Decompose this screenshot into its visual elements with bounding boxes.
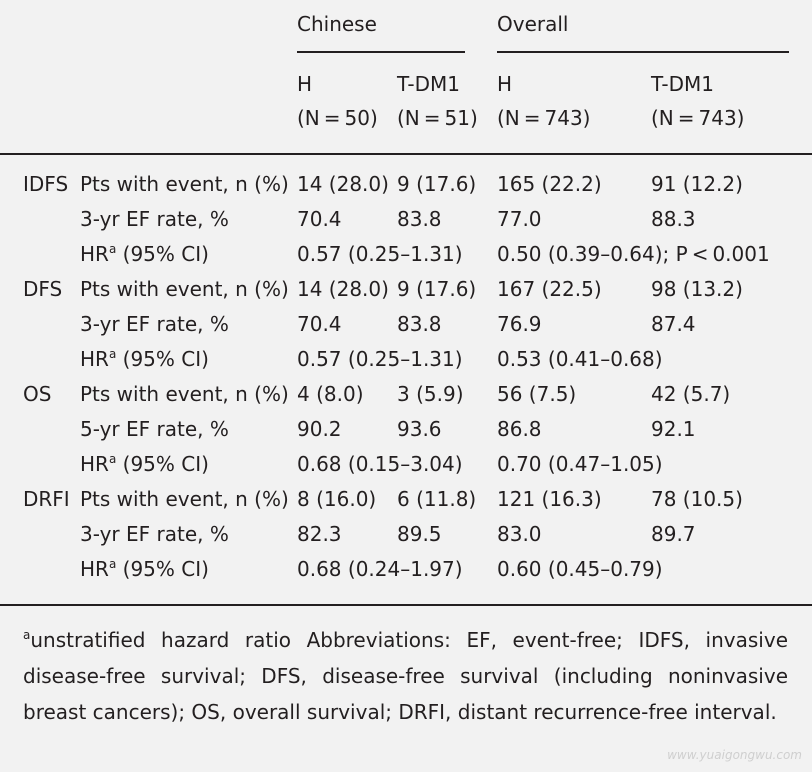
hr-ci-text: (95% CI) [116, 557, 209, 581]
col-n-1: (N = 50) [297, 106, 378, 130]
hr-superscript: a [108, 347, 117, 361]
row-label: Pts with event, n (%) [80, 382, 289, 406]
header-bottom-rule [0, 153, 812, 155]
row-label: HRa (95% CI) [80, 557, 209, 581]
table-cell: 8 (16.0) [297, 487, 377, 511]
table-cell: 78 (10.5) [651, 487, 743, 511]
table-cell: 0.50 (0.39–0.64); P < 0.001 [497, 242, 770, 266]
table-cell: 165 (22.2) [497, 172, 602, 196]
table-cell: 83.8 [397, 207, 442, 231]
table-cell: 89.5 [397, 522, 442, 546]
table-cell: 82.3 [297, 522, 342, 546]
endpoint-label: OS [23, 382, 52, 406]
row-label: 3-yr EF rate, % [80, 312, 229, 336]
table-cell: 88.3 [651, 207, 696, 231]
table-cell: 167 (22.5) [497, 277, 602, 301]
group-rule-overall [497, 51, 789, 53]
row-label: HRa (95% CI) [80, 242, 209, 266]
col-arm-4: T-DM1 [651, 72, 714, 96]
table-cell: 14 (28.0) [297, 277, 389, 301]
group-header-overall: Overall [497, 12, 569, 36]
table-cell: 0.68 (0.15–3.04) [297, 452, 463, 476]
table-cell: 83.8 [397, 312, 442, 336]
col-n-2: (N = 51) [397, 106, 478, 130]
table-cell: 6 (11.8) [397, 487, 477, 511]
table-cell: 92.1 [651, 417, 696, 441]
watermark: www.yuaigongwu.com [667, 748, 802, 762]
hr-ci-text: (95% CI) [116, 347, 209, 371]
table-cell: 70.4 [297, 312, 342, 336]
table-cell: 70.4 [297, 207, 342, 231]
table-cell: 0.53 (0.41–0.68) [497, 347, 663, 371]
table-cell: 89.7 [651, 522, 696, 546]
hr-ci-text: (95% CI) [116, 452, 209, 476]
footnote: aunstratified hazard ratio Abbreviations… [23, 622, 788, 730]
group-header-chinese: Chinese [297, 12, 377, 36]
row-label: 3-yr EF rate, % [80, 522, 229, 546]
row-label: HRa (95% CI) [80, 452, 209, 476]
table-cell: 4 (8.0) [297, 382, 364, 406]
group-rule-chinese [297, 51, 465, 53]
table-cell: 0.57 (0.25–1.31) [297, 347, 463, 371]
footnote-marker: a [23, 628, 31, 642]
hr-text: HR [80, 242, 109, 266]
endpoint-label: DRFI [23, 487, 70, 511]
table-cell: 56 (7.5) [497, 382, 577, 406]
hr-superscript: a [108, 557, 117, 571]
row-label: Pts with event, n (%) [80, 172, 289, 196]
row-label: Pts with event, n (%) [80, 277, 289, 301]
col-n-4: (N = 743) [651, 106, 745, 130]
endpoint-label: IDFS [23, 172, 69, 196]
footnote-text: unstratified hazard ratio Abbreviations:… [23, 628, 788, 724]
col-arm-1: H [297, 72, 313, 96]
table-cell: 90.2 [297, 417, 342, 441]
table-bottom-rule [0, 604, 812, 606]
hr-text: HR [80, 452, 109, 476]
table-cell: 0.60 (0.45–0.79) [497, 557, 663, 581]
table-cell: 0.57 (0.25–1.31) [297, 242, 463, 266]
row-label: HRa (95% CI) [80, 347, 209, 371]
hr-superscript: a [108, 242, 117, 256]
row-label: 5-yr EF rate, % [80, 417, 229, 441]
hr-text: HR [80, 557, 109, 581]
table-cell: 87.4 [651, 312, 696, 336]
table-cell: 98 (13.2) [651, 277, 743, 301]
table-cell: 77.0 [497, 207, 542, 231]
table-cell: 93.6 [397, 417, 442, 441]
table-cell: 3 (5.9) [397, 382, 464, 406]
table-cell: 9 (17.6) [397, 277, 477, 301]
table-cell: 9 (17.6) [397, 172, 477, 196]
table-cell: 0.68 (0.24–1.97) [297, 557, 463, 581]
row-label: 3-yr EF rate, % [80, 207, 229, 231]
row-label: Pts with event, n (%) [80, 487, 289, 511]
endpoint-label: DFS [23, 277, 63, 301]
table-cell: 0.70 (0.47–1.05) [497, 452, 663, 476]
col-arm-3: H [497, 72, 513, 96]
table-cell: 83.0 [497, 522, 542, 546]
table-cell: 121 (16.3) [497, 487, 602, 511]
hr-superscript: a [108, 452, 117, 466]
table-cell: 14 (28.0) [297, 172, 389, 196]
hr-text: HR [80, 347, 109, 371]
col-arm-2: T-DM1 [397, 72, 460, 96]
col-n-3: (N = 743) [497, 106, 591, 130]
table-cell: 42 (5.7) [651, 382, 731, 406]
hr-ci-text: (95% CI) [116, 242, 209, 266]
table-cell: 76.9 [497, 312, 542, 336]
table-cell: 91 (12.2) [651, 172, 743, 196]
table-cell: 86.8 [497, 417, 542, 441]
